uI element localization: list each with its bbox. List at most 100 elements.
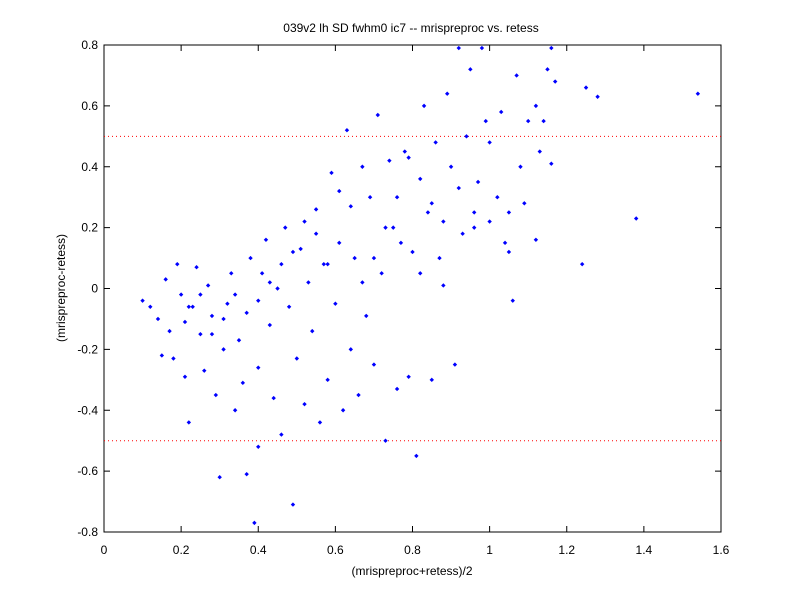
data-point <box>421 103 427 109</box>
data-point <box>325 377 330 383</box>
data-point <box>217 475 222 480</box>
data-point <box>213 392 219 398</box>
data-point <box>367 194 373 200</box>
data-point <box>159 353 165 358</box>
data-point <box>525 118 531 124</box>
data-point <box>348 204 353 209</box>
data-point <box>232 292 238 297</box>
data-point <box>221 347 226 352</box>
data-point <box>248 255 253 261</box>
y-tick-label: 0.6 <box>81 99 98 113</box>
data-point <box>514 73 519 78</box>
data-point <box>429 201 434 206</box>
data-point <box>344 128 350 133</box>
data-point <box>340 408 346 413</box>
data-point <box>240 380 246 386</box>
data-point <box>518 164 523 169</box>
data-point <box>286 304 292 309</box>
data-point <box>433 140 438 145</box>
data-point <box>506 249 512 255</box>
data-point <box>406 374 411 379</box>
data-point <box>541 118 546 124</box>
data-point <box>186 420 192 425</box>
data-point <box>475 179 481 185</box>
data-point <box>522 201 527 206</box>
data-point <box>205 283 211 288</box>
data-point <box>495 194 500 200</box>
data-point <box>383 225 388 230</box>
data-point <box>387 158 392 163</box>
x-tick-label: 0 <box>101 543 108 557</box>
data-point <box>479 45 485 51</box>
data-point <box>533 103 539 109</box>
data-point <box>487 219 492 224</box>
data-point <box>506 210 512 215</box>
data-point <box>379 271 384 276</box>
data-point <box>252 520 257 526</box>
x-tick-label: 1.6 <box>713 543 730 557</box>
data-point <box>364 313 369 319</box>
data-point <box>487 140 492 145</box>
data-point <box>267 280 273 285</box>
data-point <box>256 365 261 370</box>
data-point <box>418 176 423 182</box>
y-tick-label: 0 <box>91 282 98 296</box>
data-point <box>290 249 296 255</box>
data-points <box>140 45 701 526</box>
data-point <box>232 408 238 413</box>
data-point <box>279 261 284 267</box>
data-point <box>595 94 600 99</box>
y-tick-label: -0.8 <box>77 525 98 539</box>
data-point <box>279 432 284 437</box>
data-point <box>537 149 542 154</box>
data-point <box>579 261 585 267</box>
data-point <box>406 155 411 160</box>
data-point <box>321 261 327 267</box>
data-point <box>472 225 477 230</box>
y-axis-label: (mrispreproc-retess) <box>54 234 68 342</box>
data-point <box>302 401 307 407</box>
data-point <box>267 322 273 328</box>
data-point <box>375 112 380 118</box>
data-point <box>437 255 442 261</box>
data-point <box>182 374 188 379</box>
data-point <box>271 395 276 401</box>
data-point <box>163 277 168 282</box>
data-point <box>194 264 199 270</box>
data-point <box>391 225 396 230</box>
data-point <box>429 377 434 383</box>
x-tick-label: 1 <box>486 543 493 557</box>
data-point <box>360 164 365 169</box>
data-point <box>337 240 342 246</box>
data-point <box>229 271 234 276</box>
chart-title: 039v2 lh SD fwhm0 ic7 -- mrispreproc vs.… <box>283 21 538 35</box>
y-tick-label: -0.2 <box>77 342 98 356</box>
y-tick-label: 0.2 <box>81 221 98 235</box>
data-point <box>483 118 488 124</box>
data-point <box>333 301 338 306</box>
data-point <box>448 164 454 169</box>
data-point <box>198 331 203 337</box>
x-tick-label: 0.6 <box>327 543 344 557</box>
data-point <box>472 210 477 215</box>
data-point <box>456 45 461 51</box>
data-point <box>155 316 161 322</box>
data-point <box>549 161 554 166</box>
data-point <box>148 304 153 309</box>
data-point <box>236 338 242 343</box>
data-point <box>545 67 550 72</box>
data-point <box>552 79 558 84</box>
data-point <box>283 225 288 230</box>
data-point <box>329 170 334 176</box>
data-point <box>394 194 400 200</box>
data-point <box>209 313 215 319</box>
data-point <box>460 231 465 236</box>
data-point <box>178 292 184 297</box>
data-point <box>259 271 265 276</box>
y-tick-label: -0.4 <box>77 403 98 417</box>
data-point <box>456 185 461 191</box>
data-point <box>175 261 180 267</box>
x-tick-label: 1.4 <box>636 543 653 557</box>
data-point <box>140 298 145 303</box>
